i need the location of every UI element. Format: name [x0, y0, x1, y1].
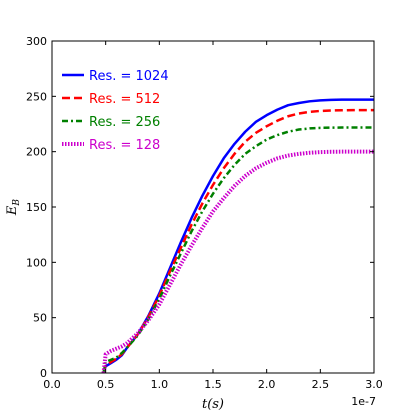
x-tick-label: 3.0 — [365, 378, 383, 391]
y-tick-label: 250 — [26, 90, 47, 103]
x-axis-offset-label: 1e-7 — [351, 395, 376, 408]
y-tick-label: 0 — [40, 367, 47, 380]
series-layer — [101, 98, 374, 374]
series-line-1 — [102, 98, 374, 374]
x-tick-label: 1.0 — [151, 378, 169, 391]
legend-label-4: Res. = 128 — [89, 138, 160, 153]
series-line-4 — [101, 149, 374, 374]
x-tick-label: 2.0 — [258, 378, 276, 391]
x-tick-label: 0.0 — [43, 378, 61, 391]
x-tick-label: 1.5 — [204, 378, 222, 391]
legend-label-1: Res. = 1024 — [89, 69, 169, 84]
x-axis-label: t(s) — [202, 397, 224, 412]
axes-layer: 0.0 0.5 1.0 1.5 2.0 2.5 3.0 0 50 100 150 200 250 300 — [26, 35, 383, 391]
legend-label-2: Res. = 512 — [89, 92, 160, 107]
y-tick-label: 150 — [26, 201, 47, 214]
y-tick-label: 300 — [26, 35, 47, 48]
legend: Res. = 1024 Res. = 512 Res. = 256 Res. = 12… — [62, 69, 169, 153]
y-tick-label: 100 — [26, 256, 47, 269]
plot-area — [52, 41, 374, 373]
legend-label-3: Res. = 256 — [89, 115, 160, 130]
x-tick-label: 2.5 — [312, 378, 330, 391]
plot-background — [52, 41, 374, 373]
y-tick-label: 50 — [33, 312, 47, 325]
x-tick-label: 0.5 — [97, 378, 115, 391]
y-tick-label: 200 — [26, 146, 47, 159]
series-line-2 — [102, 108, 374, 374]
y-axis-label: EB — [5, 199, 22, 217]
series-line-3 — [102, 126, 374, 374]
